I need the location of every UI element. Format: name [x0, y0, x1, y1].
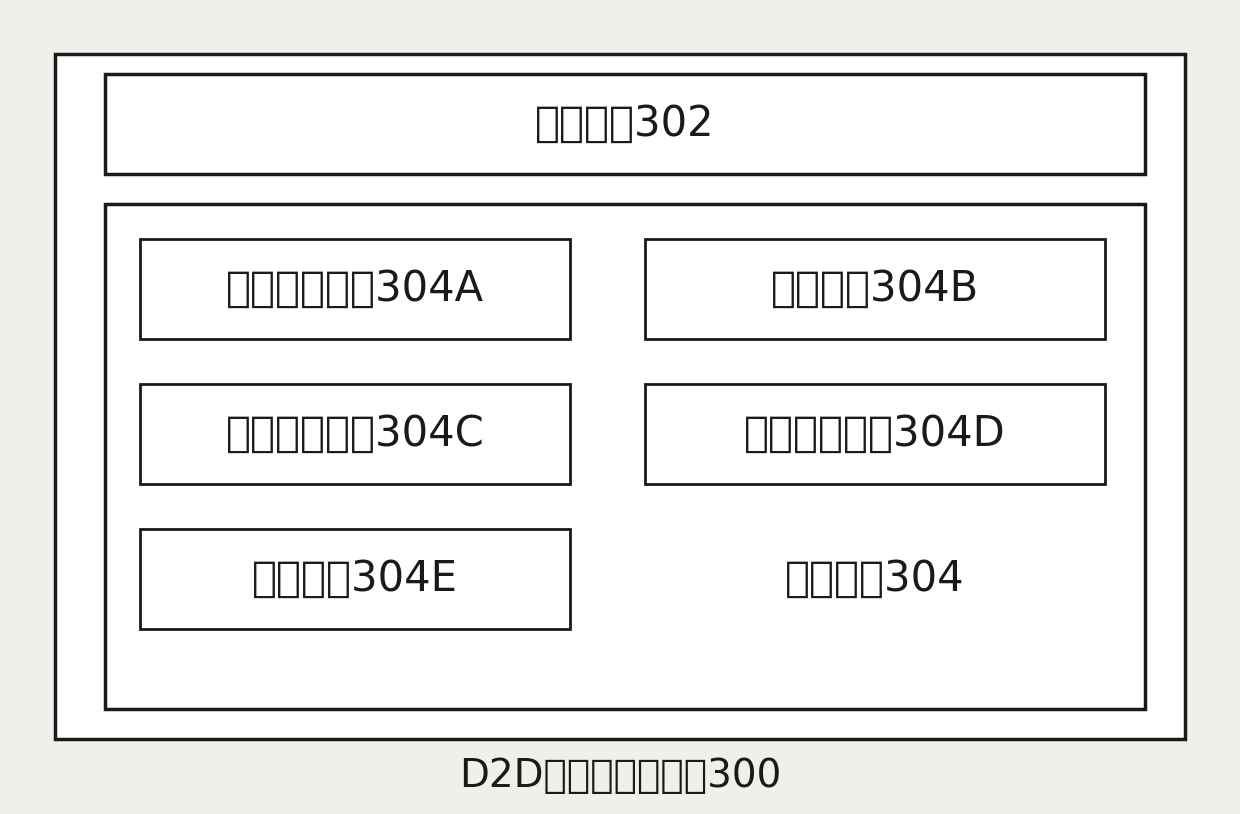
Text: 第二判断单元304C: 第二判断单元304C [226, 413, 485, 455]
Text: 选择单元304B: 选择单元304B [771, 268, 980, 310]
Text: 获取单元302: 获取单元302 [536, 103, 714, 145]
Bar [105, 74, 1145, 174]
Bar [645, 239, 1105, 339]
Text: 触发单元304E: 触发单元304E [252, 558, 458, 600]
Text: D2D中继通信的装置300: D2D中继通信的装置300 [459, 757, 781, 795]
Text: 网络切换单元304D: 网络切换单元304D [744, 413, 1006, 455]
Bar [105, 204, 1145, 709]
Text: 处理单元304: 处理单元304 [785, 558, 965, 600]
Bar [645, 384, 1105, 484]
Bar [140, 384, 570, 484]
Bar [140, 239, 570, 339]
Text: 第一判断单元304A: 第一判断单元304A [226, 268, 484, 310]
Bar [55, 54, 1185, 739]
Bar [140, 529, 570, 629]
